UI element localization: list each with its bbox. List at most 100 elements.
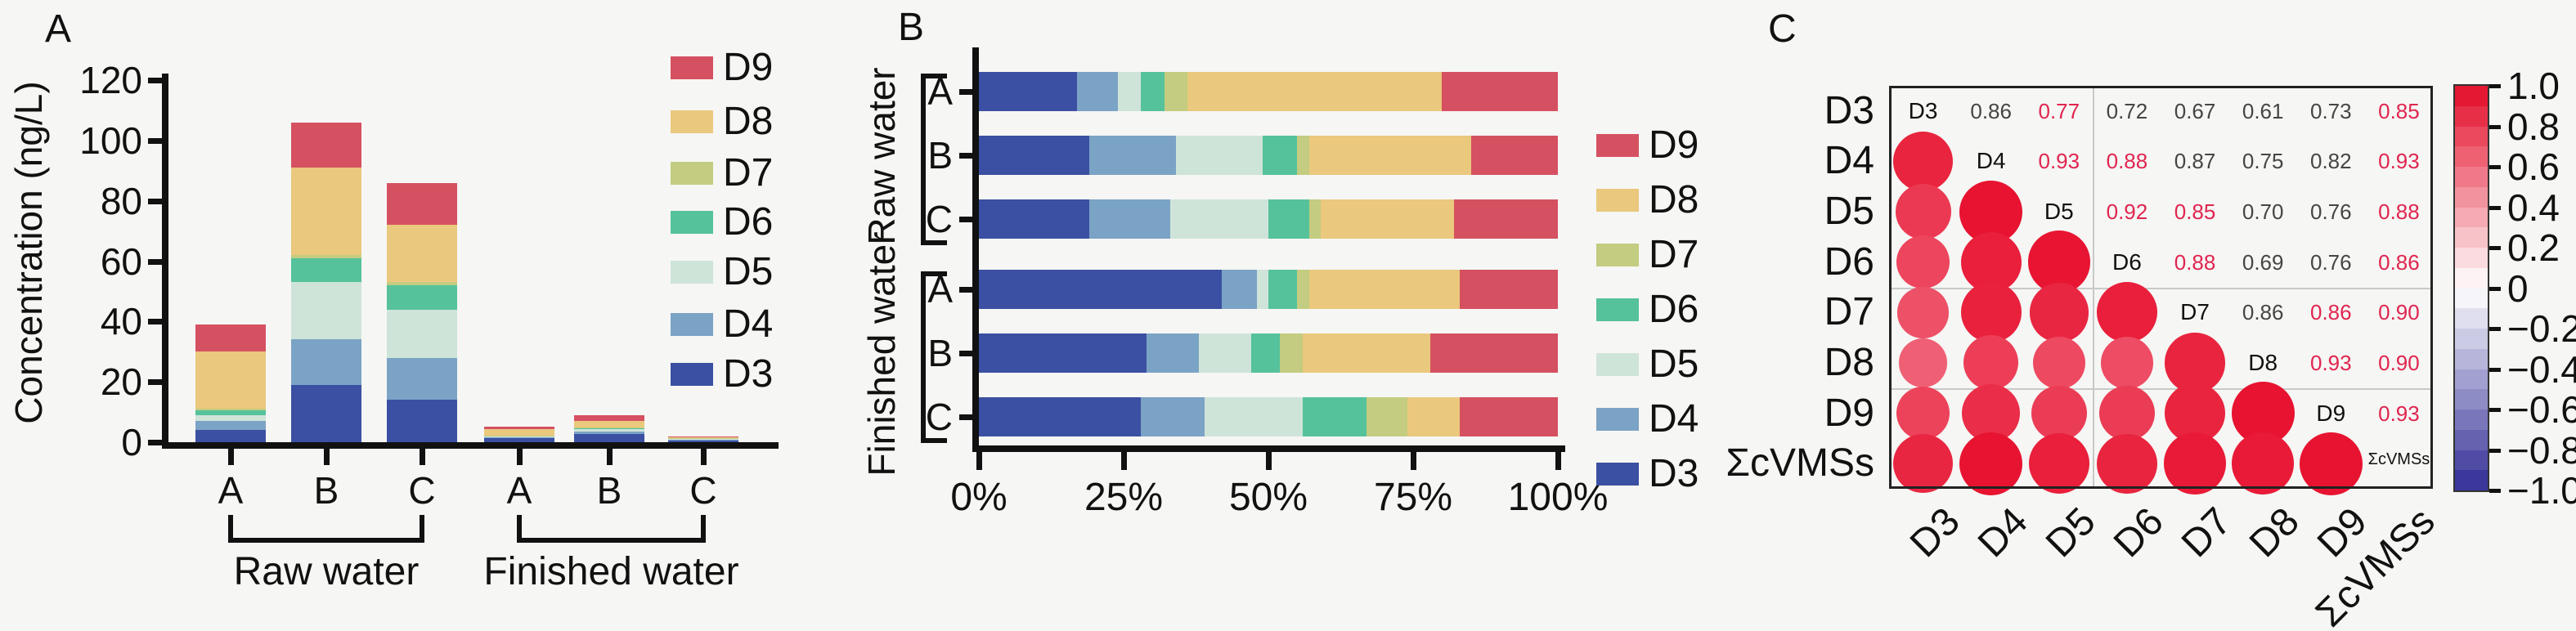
colorbar-step: [2455, 207, 2488, 228]
corr-circle: [2028, 433, 2089, 495]
a-x-tick: [607, 449, 613, 465]
corr-matrix-border: [1889, 86, 2433, 489]
colorbar-tick: [2489, 246, 2501, 250]
bar-segment-C-D6: [668, 438, 738, 439]
hbar-segment-B-D4: [1088, 136, 1176, 175]
b-row-label: C: [925, 396, 953, 438]
hbar-segment-A-D3: [979, 72, 1078, 111]
bar-segment-A-D5: [195, 414, 266, 422]
y-tick-label: 80: [100, 179, 142, 222]
bar-segment-C-D9: [387, 182, 457, 226]
colorbar-step: [2455, 470, 2488, 491]
b-legend-swatch-D9: [1596, 134, 1639, 157]
y-tick: [148, 319, 168, 325]
b-row-tick: [959, 89, 979, 95]
panel-a-y-axis-title: Concentration (ng/L): [7, 81, 50, 424]
corr-value: 0.86: [2310, 300, 2352, 325]
corr-circle: [2099, 385, 2155, 441]
b-x-tick: [1411, 452, 1416, 470]
hbar-segment-A-D8: [1308, 270, 1460, 309]
b-legend-label-D3: D3: [1649, 452, 1699, 495]
bar-segment-B-D9: [574, 414, 644, 422]
colorbar-tick-label: 0.4: [2507, 186, 2560, 229]
hbar-segment-A-D6: [1268, 270, 1298, 309]
bar-segment-C-D5: [668, 438, 738, 441]
b-legend-label-D7: D7: [1649, 233, 1699, 276]
corr-value: 0.90: [2378, 300, 2420, 325]
hbar-segment-C-D6: [1268, 199, 1309, 239]
bar-segment-C-D7: [387, 282, 457, 286]
corr-value: 0.86: [2242, 300, 2284, 325]
b-row-tick: [959, 217, 979, 222]
colorbar-tick-label: −0.8: [2507, 428, 2576, 472]
y-tick: [148, 440, 168, 445]
corr-circle: [1963, 335, 2019, 391]
panel-c-label: C: [1768, 7, 1797, 51]
colorbar-step: [2455, 86, 2488, 107]
corr-value: 0.72: [2106, 98, 2148, 123]
bar-segment-C-D3: [668, 440, 738, 442]
b-row-tick: [959, 287, 979, 293]
bar-segment-B-D5: [574, 429, 644, 432]
corr-row-label-ΣcVMSs: ΣcVMSs: [1726, 441, 1874, 486]
a-legend-swatch-D3: [671, 363, 713, 386]
b-legend-label-D4: D4: [1649, 397, 1699, 441]
colorbar-tick: [2489, 286, 2501, 291]
bar-segment-B-D4: [291, 339, 361, 385]
y-tick-label: 0: [121, 421, 142, 463]
bar-segment-B-D6: [574, 427, 644, 430]
b-row-tick: [959, 414, 979, 420]
colorbar-tick-label: 0.8: [2507, 105, 2560, 148]
b-legend-swatch-D5: [1596, 353, 1639, 376]
bar-segment-C-D5: [387, 309, 457, 358]
corr-circle: [2031, 385, 2087, 441]
colorbar-step: [2455, 105, 2488, 127]
hbar-segment-A-D8: [1187, 72, 1443, 111]
hbar-segment-B-D9: [1430, 333, 1558, 373]
corr-circle: [2029, 283, 2089, 342]
a-legend-label-D4: D4: [723, 302, 774, 346]
a-x-tick-label: B: [596, 469, 622, 512]
colorbar-frame: [2453, 84, 2489, 492]
a-x-tick-label: C: [689, 469, 717, 512]
b-legend-label-D9: D9: [1649, 123, 1699, 167]
a-group-label-raw: Raw water: [233, 550, 420, 593]
corr-circle: [2164, 432, 2226, 495]
colorbar-tick-label: −1.0: [2507, 469, 2576, 512]
corr-diagonal-label: D5: [2044, 199, 2074, 225]
colorbar-step: [2455, 348, 2488, 369]
b-y-axis-line: [972, 47, 979, 452]
corr-value: 0.93: [2310, 350, 2352, 375]
hbar-segment-A-D4: [1077, 72, 1118, 111]
b-legend-swatch-D6: [1596, 298, 1639, 321]
colorbar-tick: [2489, 124, 2501, 129]
corr-diagonal-label: D4: [1976, 148, 2006, 174]
corr-diagonal-label: ΣcVMSs: [2367, 450, 2430, 469]
a-legend-label-D9: D9: [723, 46, 774, 89]
a-group-bracket-finished: [517, 515, 706, 543]
bar-segment-B-D6: [291, 257, 361, 283]
colorbar-step: [2455, 450, 2488, 471]
colorbar-tick-label: −0.2: [2507, 307, 2576, 350]
hbar-segment-B-D4: [1147, 333, 1200, 373]
hbar-segment-A-D3: [979, 270, 1223, 309]
corr-value: 0.88: [2106, 149, 2148, 174]
b-row-label: B: [927, 134, 953, 177]
y-tick: [148, 78, 168, 83]
b-x-axis-line: [972, 445, 1565, 452]
hbar-segment-B-D8: [1303, 333, 1431, 373]
bar-segment-A-D6: [195, 410, 266, 415]
colorbar-tick: [2489, 165, 2501, 169]
a-legend-swatch-D8: [671, 110, 713, 133]
a-x-tick: [420, 449, 425, 465]
b-x-tick-label: 50%: [1228, 476, 1308, 519]
corr-value: 0.93: [2038, 149, 2080, 174]
colorbar-step: [2455, 369, 2488, 390]
b-legend-swatch-D3: [1596, 463, 1639, 486]
corr-value: 0.75: [2242, 149, 2284, 174]
hbar-segment-C-D9: [1459, 397, 1558, 436]
corr-circle: [1892, 131, 1954, 191]
corr-circle: [2165, 333, 2225, 393]
b-legend-swatch-D8: [1596, 189, 1639, 212]
colorbar-step: [2455, 409, 2488, 431]
